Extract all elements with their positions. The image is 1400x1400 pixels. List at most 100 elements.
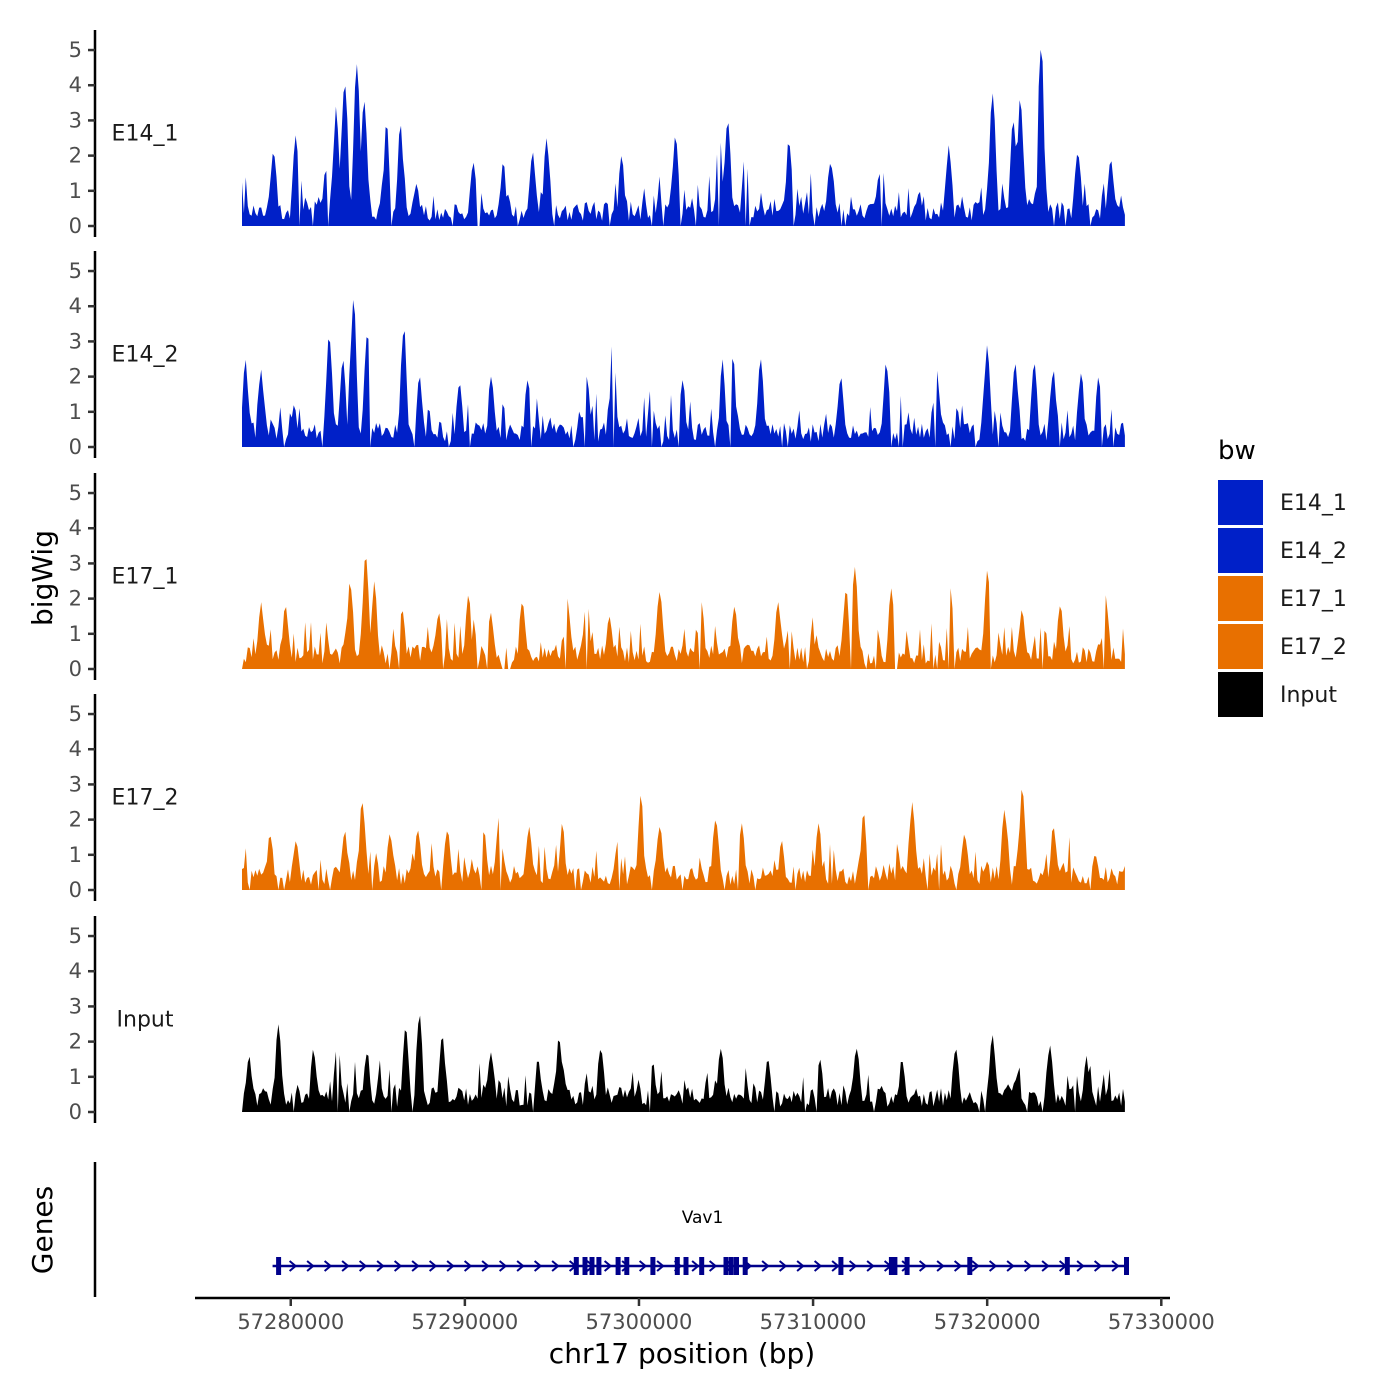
y-tick-label: 0 — [69, 214, 82, 238]
track-label: Input — [117, 1008, 174, 1033]
y-tick-label: 0 — [69, 435, 82, 459]
strand-arrow — [1111, 1260, 1120, 1272]
exon — [1064, 1257, 1070, 1275]
exon — [967, 1257, 973, 1275]
y-tick-label: 1 — [69, 843, 82, 867]
track-e14-1: 0 1 2 3 4 5 E14_1 — [69, 30, 1125, 238]
strand-arrow — [533, 1260, 543, 1272]
y-tick-label: 5 — [69, 924, 82, 948]
strand-arrow — [813, 1260, 823, 1272]
exon — [276, 1257, 282, 1275]
genes-axis-title: Genes — [26, 1186, 59, 1274]
strand-arrow — [446, 1260, 455, 1272]
track-label: E17_1 — [112, 565, 179, 590]
x-tick-label: 57310000 — [760, 1310, 867, 1334]
strand-arrow — [866, 1260, 875, 1272]
strand-arrow — [603, 1260, 613, 1272]
strand-arrow — [1041, 1260, 1050, 1272]
track-input: 0 1 2 3 4 5 Input — [69, 916, 1125, 1124]
y-tick-label: 1 — [69, 179, 82, 203]
gene-panel: Genes Vav1 — [26, 1162, 1129, 1297]
signal-area — [242, 789, 1125, 890]
strand-arrow — [481, 1260, 490, 1272]
y-tick-label: 3 — [69, 551, 82, 575]
strand-arrow — [411, 1260, 420, 1272]
strand-arrow — [288, 1260, 298, 1272]
x-tick-label: 57280000 — [237, 1310, 344, 1334]
exon — [589, 1257, 595, 1275]
y-tick-label: 5 — [69, 481, 82, 505]
exon — [582, 1257, 588, 1275]
exon — [734, 1257, 739, 1275]
legend-label: E14_2 — [1280, 539, 1347, 564]
strand-arrow — [428, 1260, 438, 1272]
y-tick-label: 4 — [69, 294, 82, 318]
y-tick-label: 1 — [69, 400, 82, 424]
strand-arrow — [708, 1260, 718, 1272]
legend-swatch — [1218, 528, 1263, 573]
y-tick-label: 5 — [69, 38, 82, 62]
strand-arrow — [393, 1260, 403, 1272]
y-tick-label: 2 — [69, 587, 82, 611]
strand-arrow — [761, 1260, 770, 1272]
track-label: E17_2 — [112, 786, 179, 811]
y-tick-label: 1 — [69, 622, 82, 646]
exon — [904, 1257, 910, 1275]
y-tick-label: 1 — [69, 1065, 82, 1089]
strand-arrow — [918, 1260, 928, 1272]
strand-arrow — [936, 1260, 945, 1272]
track-e17-1: 0 1 2 3 4 5 E17_1 — [69, 473, 1125, 681]
strand-arrow — [463, 1260, 473, 1272]
y-tick-label: 4 — [69, 959, 82, 983]
strand-arrow — [306, 1260, 315, 1272]
exon — [1124, 1257, 1129, 1275]
y-axis-title: bigWig — [26, 530, 59, 626]
strand-arrow — [358, 1260, 368, 1272]
strand-arrow — [638, 1260, 648, 1272]
x-tick-label: 57300000 — [586, 1310, 693, 1334]
y-tick-label: 3 — [69, 108, 82, 132]
y-tick-label: 2 — [69, 144, 82, 168]
strand-arrow — [778, 1260, 788, 1272]
exon — [615, 1257, 621, 1275]
x-tick-label: 57320000 — [934, 1310, 1041, 1334]
y-tick-label: 3 — [69, 772, 82, 796]
exon — [888, 1257, 894, 1275]
strand-arrow — [341, 1260, 350, 1272]
legend-title: bw — [1218, 436, 1256, 466]
y-tick-label: 3 — [69, 994, 82, 1018]
x-axis: 57280000 57290000 57300000 57310000 57320000… — [195, 1296, 1215, 1334]
track-e14-2: 0 1 2 3 4 5 E14_2 — [69, 251, 1125, 459]
track-e17-2: 0 1 2 3 4 5 E17_2 — [69, 694, 1125, 902]
exon — [742, 1257, 748, 1275]
exon — [573, 1257, 579, 1275]
legend: bw E14_1 E14_2 E17_1 E17_2 Input — [1218, 436, 1347, 717]
y-tick-label: 2 — [69, 808, 82, 832]
strand-arrow — [323, 1260, 333, 1272]
legend-swatch — [1218, 576, 1263, 621]
strand-arrow — [1076, 1260, 1085, 1272]
x-tick-label: 57290000 — [411, 1310, 518, 1334]
y-tick-label: 0 — [69, 1100, 82, 1124]
y-tick-label: 2 — [69, 365, 82, 389]
exon — [699, 1257, 705, 1275]
legend-label: Input — [1280, 683, 1337, 708]
gene-model — [272, 1257, 1129, 1275]
strand-arrow — [1023, 1260, 1033, 1272]
strand-arrow — [796, 1260, 805, 1272]
exon — [892, 1257, 898, 1275]
y-tick-label: 3 — [69, 329, 82, 353]
strand-arrow — [971, 1260, 980, 1272]
signal-area — [242, 1015, 1125, 1112]
strand-arrow — [656, 1260, 665, 1272]
strand-arrow — [516, 1260, 525, 1272]
signal-area — [242, 300, 1125, 447]
strand-arrow — [551, 1260, 560, 1272]
y-tick-label: 5 — [69, 259, 82, 283]
y-tick-label: 0 — [69, 657, 82, 681]
exon — [728, 1257, 734, 1275]
legend-swatch — [1218, 624, 1263, 669]
exon — [596, 1257, 602, 1275]
track-label: E14_1 — [112, 122, 179, 147]
